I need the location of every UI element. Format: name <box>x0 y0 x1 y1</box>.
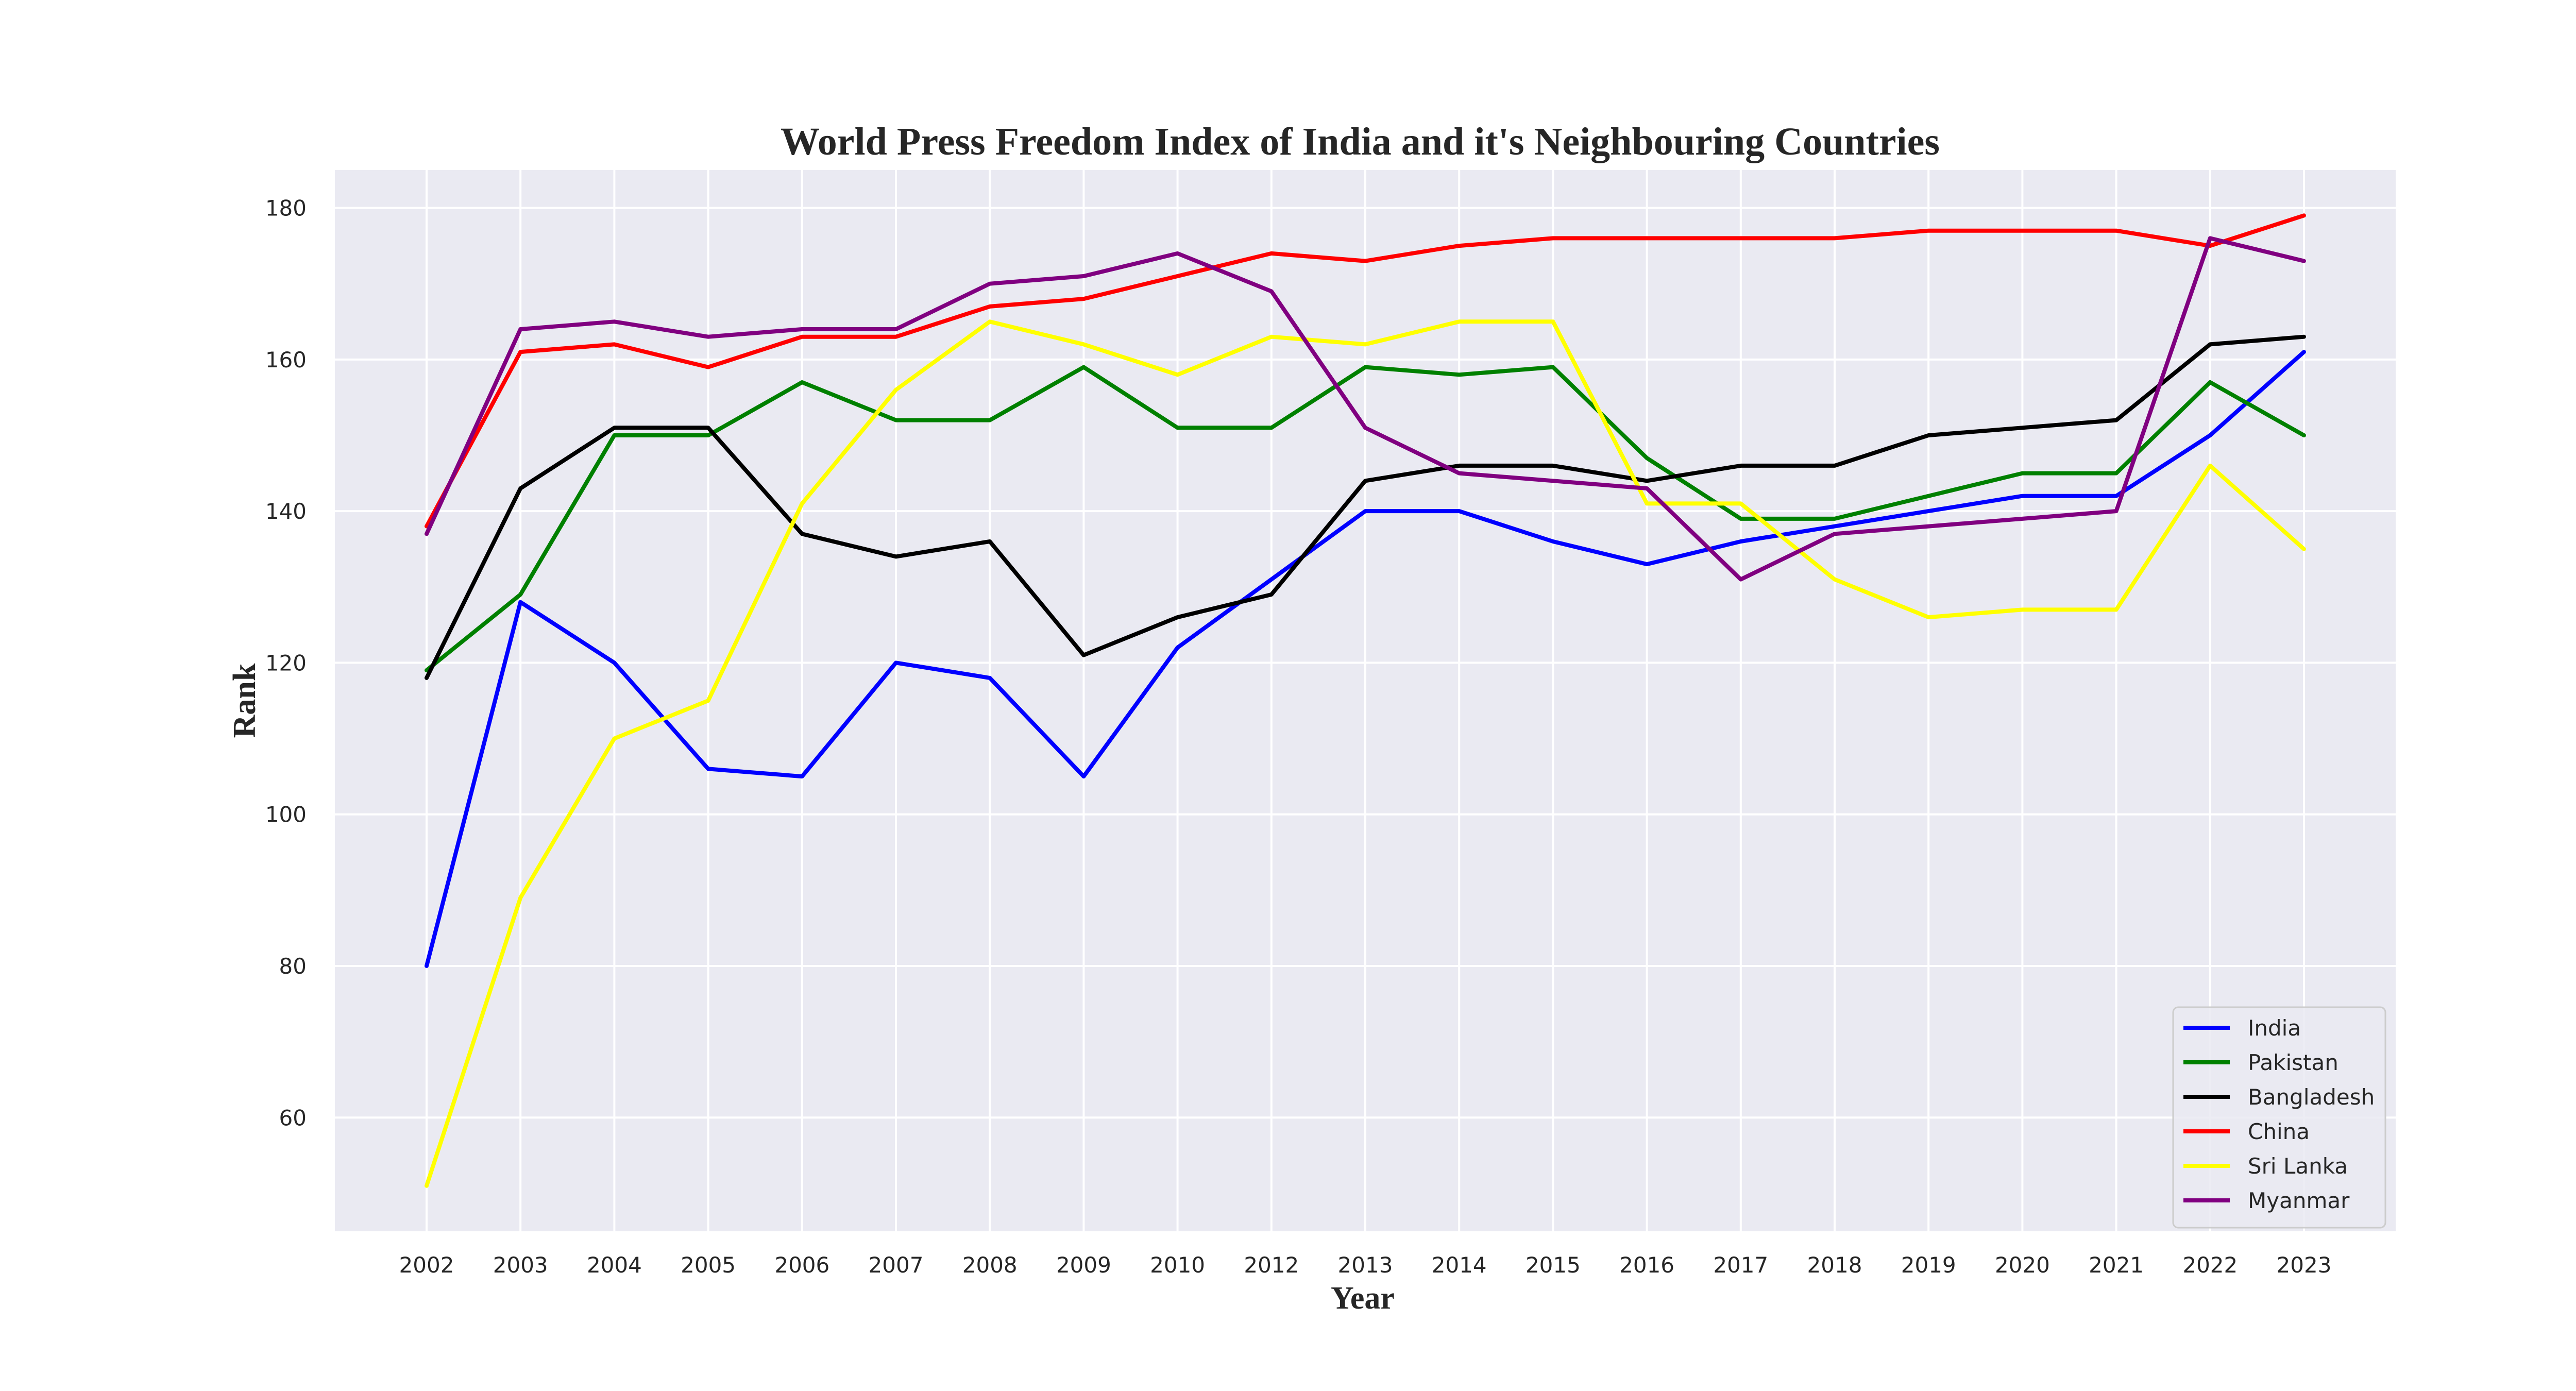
x-tick-label: 2008 <box>962 1252 1018 1278</box>
x-tick-label: 2009 <box>1056 1252 1111 1278</box>
y-tick-label: 140 <box>265 499 307 524</box>
x-tick-label: 2014 <box>1432 1252 1487 1278</box>
x-tick-label: 2015 <box>1526 1252 1581 1278</box>
y-tick-label: 120 <box>265 650 307 675</box>
x-tick-label: 2023 <box>2277 1252 2332 1278</box>
legend-label: China <box>2248 1119 2310 1144</box>
x-tick-label: 2019 <box>1901 1252 1956 1278</box>
y-tick-label: 160 <box>265 347 307 372</box>
x-tick-label: 2012 <box>1244 1252 1299 1278</box>
y-tick-label: 100 <box>265 802 307 827</box>
x-tick-label: 2022 <box>2182 1252 2238 1278</box>
x-tick-label: 2017 <box>1713 1252 1768 1278</box>
y-tick-label: 80 <box>279 954 307 979</box>
legend-label: Pakistan <box>2248 1050 2338 1075</box>
legend-label: India <box>2248 1015 2301 1041</box>
x-tick-label: 2006 <box>774 1252 829 1278</box>
x-tick-label: 2021 <box>2089 1252 2144 1278</box>
series-line-china <box>425 213 2306 529</box>
legend-label: Bangladesh <box>2248 1084 2375 1110</box>
series-line-sri-lanka <box>425 319 2306 1188</box>
x-axis-ticks: 2002 2003 2004 2005 2006 2007 2008 2009 2010 2012… <box>399 1252 2332 1278</box>
x-tick-label: 2010 <box>1150 1252 1205 1278</box>
series-line-myanmar <box>425 236 2306 582</box>
x-tick-label: 2004 <box>587 1252 642 1278</box>
x-tick-label: 2003 <box>493 1252 548 1278</box>
y-axis-ticks: 60 80 100 120 140 160 180 <box>265 196 307 1131</box>
legend: India Pakistan Bangladesh China Sri Lanka Mya… <box>2172 1006 2386 1229</box>
x-tick-label: 2002 <box>399 1252 454 1278</box>
series-line-pakistan <box>425 365 2306 673</box>
y-tick-label: 60 <box>279 1105 307 1130</box>
series-line-india <box>425 350 2306 968</box>
x-tick-label: 2007 <box>869 1252 924 1278</box>
x-tick-label: 2005 <box>681 1252 736 1278</box>
x-tick-label: 2018 <box>1807 1252 1862 1278</box>
y-tick-label: 180 <box>265 196 307 221</box>
chart-title: World Press Freedom Index of India and i… <box>781 120 1940 163</box>
series-lines <box>425 213 2306 1188</box>
legend-label: Sri Lanka <box>2248 1153 2348 1179</box>
x-tick-label: 2020 <box>1995 1252 2050 1278</box>
series-line-bangladesh <box>425 334 2306 680</box>
y-axis-label: Rank <box>227 663 262 738</box>
x-tick-label: 2013 <box>1338 1252 1393 1278</box>
x-axis-label: Year <box>1331 1281 1395 1316</box>
x-tick-label: 2016 <box>1619 1252 1674 1278</box>
legend-label: Myanmar <box>2248 1188 2350 1213</box>
